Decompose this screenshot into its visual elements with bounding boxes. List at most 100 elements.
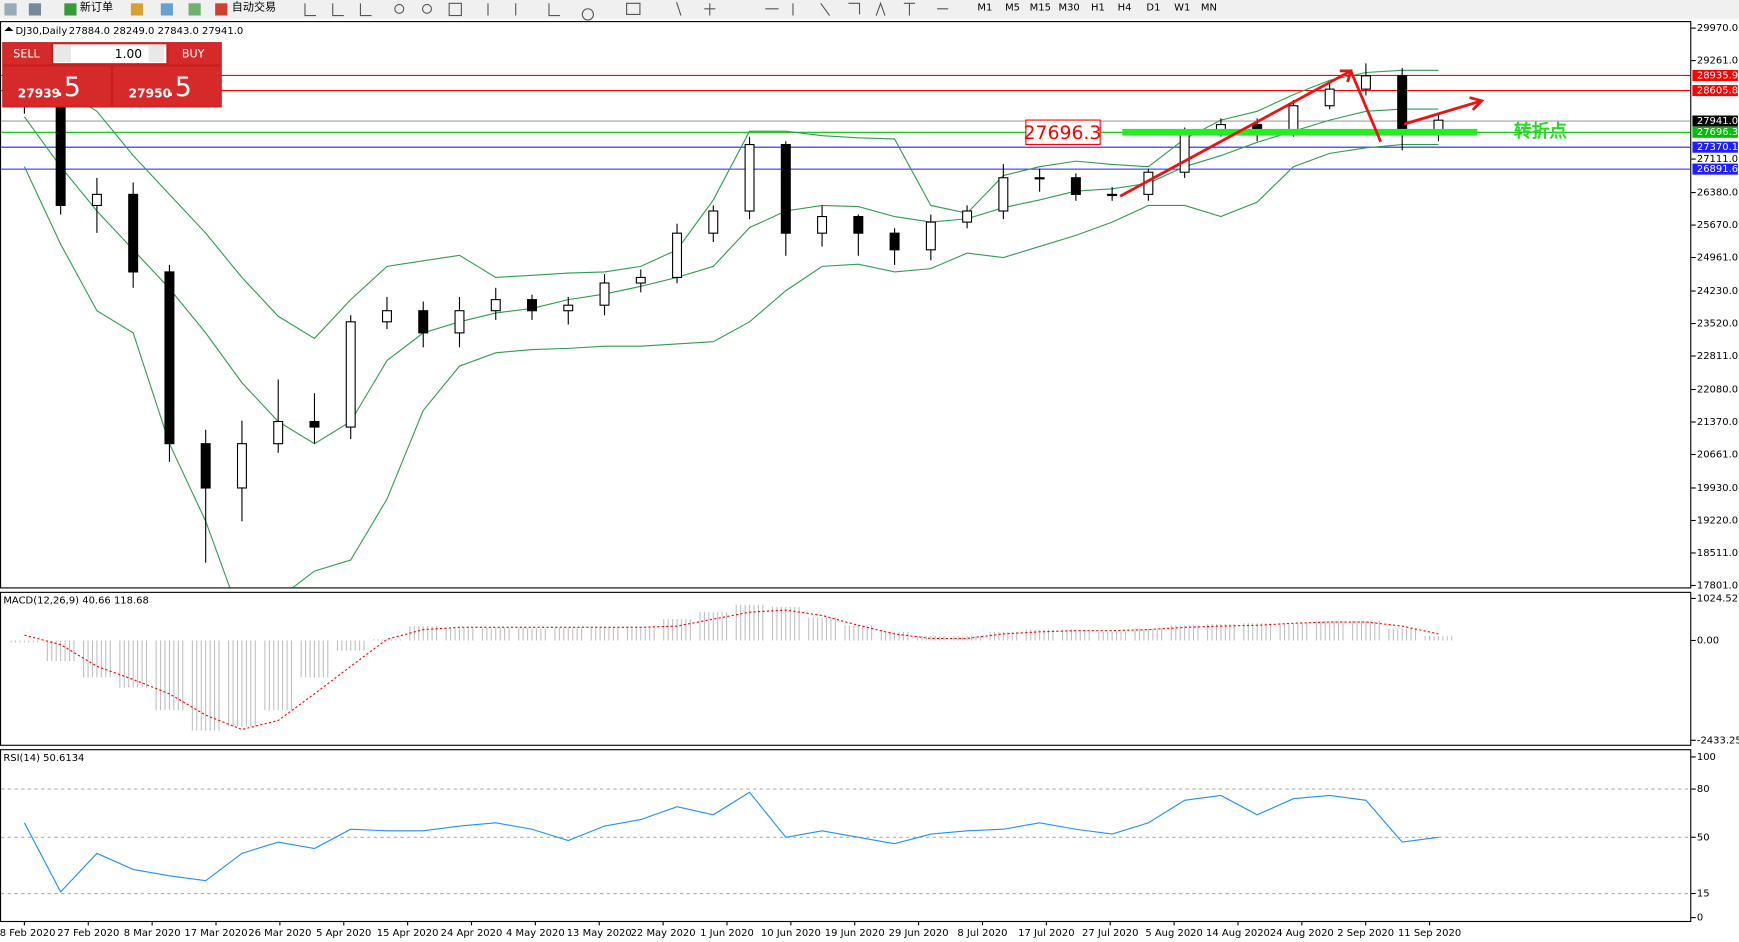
y-tick-label: 0.00 bbox=[1697, 635, 1719, 646]
candle-body bbox=[1324, 88, 1335, 107]
lot-input[interactable] bbox=[53, 44, 167, 64]
y-tick-label: 27111.0 bbox=[1697, 154, 1738, 165]
x-tick-label: 2 Sep 2020 bbox=[1337, 928, 1394, 939]
timeframe-button[interactable]: M5 bbox=[1005, 3, 1020, 14]
macd-panel bbox=[0, 591, 1692, 746]
sell-label[interactable]: SELL bbox=[13, 47, 40, 60]
zoom-in[interactable] bbox=[394, 3, 405, 14]
lot-up[interactable] bbox=[148, 45, 165, 63]
icon[interactable] bbox=[4, 3, 17, 16]
collapse-icon bbox=[4, 26, 14, 32]
x-tick-label: 27 Feb 2020 bbox=[57, 928, 119, 939]
timeframe-button[interactable]: M15 bbox=[1030, 3, 1051, 14]
candle-body bbox=[853, 215, 864, 234]
candle-body bbox=[236, 443, 247, 489]
level-callout: 27696.3 bbox=[1024, 123, 1102, 144]
x-tick-label: 14 Aug 2020 bbox=[1206, 928, 1270, 939]
x-tick-label: 8 Jul 2020 bbox=[957, 928, 1007, 939]
level-tag bbox=[1692, 85, 1738, 97]
sell-button[interactable] bbox=[3, 43, 52, 65]
x-tick-label: 15 Apr 2020 bbox=[377, 928, 439, 939]
sell-price-box[interactable] bbox=[3, 66, 111, 107]
icon[interactable] bbox=[188, 3, 201, 16]
zoom-out[interactable] bbox=[421, 3, 432, 14]
sell-pips[interactable]: .5 bbox=[55, 72, 80, 103]
timeframe-button[interactable]: W1 bbox=[1174, 3, 1190, 14]
candle-body bbox=[490, 299, 501, 312]
y-tick-label: 24230.0 bbox=[1697, 286, 1738, 297]
buy-button[interactable] bbox=[168, 43, 221, 65]
y-tick-label: 80 bbox=[1697, 784, 1710, 795]
toolbar: 新订单 自动交易 bbox=[0, 0, 1739, 21]
buy-pips[interactable]: .5 bbox=[166, 72, 191, 103]
x-tick-label: 11 Sep 2020 bbox=[1398, 928, 1461, 939]
new-order-icon[interactable] bbox=[64, 3, 77, 16]
x-tick-label: 17 Jul 2020 bbox=[1018, 928, 1074, 939]
timeframe-button[interactable]: MN bbox=[1201, 3, 1217, 14]
y-tick-label: 15 bbox=[1697, 889, 1710, 900]
timeframe-button[interactable]: D1 bbox=[1146, 3, 1160, 14]
y-tick-label: -2433.25 bbox=[1697, 735, 1739, 746]
x-tick-label: 27 Jul 2020 bbox=[1082, 928, 1138, 939]
level-tag bbox=[1692, 69, 1738, 82]
level-tag bbox=[1692, 141, 1738, 153]
arrow-head bbox=[1469, 96, 1485, 111]
sell-price[interactable]: 27939 bbox=[18, 87, 60, 101]
candle-body bbox=[744, 143, 755, 212]
candle-body bbox=[527, 299, 537, 312]
timeframe-button[interactable]: M1 bbox=[977, 3, 992, 14]
icon[interactable] bbox=[160, 3, 174, 16]
candle-body bbox=[925, 221, 936, 251]
level-tag-label: 28935.9 bbox=[1697, 70, 1738, 81]
trend-arrows bbox=[1119, 68, 1485, 198]
auto-trade-button[interactable]: 自动交易 bbox=[232, 0, 276, 14]
auto-trade-icon[interactable] bbox=[215, 3, 228, 16]
level-tag bbox=[1692, 115, 1738, 127]
buy-price[interactable]: 27950 bbox=[129, 87, 171, 101]
y-tick-label: 22080.0 bbox=[1697, 385, 1738, 396]
level-tag bbox=[1692, 163, 1738, 175]
timeframe-button[interactable]: H4 bbox=[1118, 3, 1132, 14]
lot-down[interactable] bbox=[55, 45, 71, 63]
timeframe-button[interactable]: M30 bbox=[1058, 3, 1079, 14]
icon[interactable] bbox=[28, 3, 42, 16]
x-tick-label: 4 May 2020 bbox=[506, 928, 565, 939]
x-tick-label: 24 Aug 2020 bbox=[1270, 928, 1334, 939]
new-order-button[interactable]: 新订单 bbox=[80, 0, 113, 14]
level-tag-label: 27370.1 bbox=[1697, 142, 1738, 153]
buy-label[interactable]: BUY bbox=[182, 47, 205, 60]
tile[interactable] bbox=[448, 2, 462, 17]
lot-value[interactable]: 1.00 bbox=[115, 47, 142, 61]
x-tick-label: 5 Aug 2020 bbox=[1145, 928, 1203, 939]
drawing-tools[interactable] bbox=[487, 1, 949, 21]
x-tick-label: 17 Mar 2020 bbox=[184, 928, 247, 939]
main-panel bbox=[0, 21, 1692, 589]
level-tag-label: 27696.3 bbox=[1697, 127, 1738, 138]
rsi-title: RSI(14) 50.6134 bbox=[3, 753, 84, 764]
y-tick-label: 23520.0 bbox=[1697, 319, 1738, 330]
level-tag bbox=[1692, 126, 1738, 138]
toolbar-bg bbox=[0, 0, 1739, 19]
x-tick-label: 8 Mar 2020 bbox=[124, 928, 181, 939]
y-tick-label: 21370.0 bbox=[1697, 417, 1738, 428]
candle-body bbox=[164, 271, 175, 445]
chart-type-icons[interactable] bbox=[304, 3, 372, 17]
bollinger-band bbox=[24, 66, 1439, 340]
candle-body bbox=[128, 193, 139, 273]
x-tick-label: 5 Apr 2020 bbox=[316, 928, 371, 939]
trend-line bbox=[1339, 69, 1483, 126]
annotation: 转折点 bbox=[1514, 120, 1567, 142]
candle-body bbox=[1360, 75, 1371, 90]
candle-body bbox=[1179, 132, 1190, 173]
timeframe-button[interactable]: H1 bbox=[1091, 3, 1105, 14]
macd-title: MACD(12,26,9) 40.66 118.68 bbox=[3, 596, 149, 607]
level-callout-box bbox=[1025, 119, 1101, 146]
tool-icons bbox=[304, 1, 949, 21]
icon[interactable] bbox=[130, 3, 144, 16]
buy-price-box[interactable] bbox=[113, 66, 221, 107]
y-tick-label: 19220.0 bbox=[1697, 515, 1738, 526]
x-tick-label: 1 Jun 2020 bbox=[700, 928, 754, 939]
y-tick-label: 22811.0 bbox=[1697, 351, 1738, 362]
price-plot bbox=[1, 63, 1691, 588]
